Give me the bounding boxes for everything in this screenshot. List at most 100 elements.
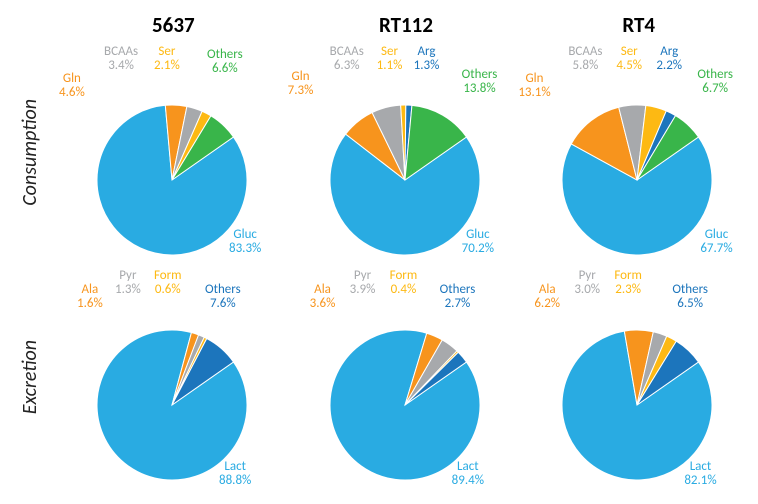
label-pct: 67.7% (700, 242, 732, 256)
label-name: Ser (616, 45, 642, 59)
label-pct: 7.3% (288, 84, 314, 98)
label-pct: 0.4% (390, 283, 418, 297)
label-ser: Ser4.5% (616, 45, 642, 72)
label-pyr: Pyr3.0% (574, 269, 600, 296)
label-lact: Lact82.1% (684, 460, 716, 487)
cell-1-2: Lact82.1% Ala6.2% Pyr3.0% Form2.3% Others6.5… (524, 265, 753, 490)
label-name: Gluc (700, 228, 732, 242)
label-name: BCAAs (568, 45, 602, 59)
label-pct: 0.6% (154, 283, 182, 297)
label-name: Gluc (462, 228, 494, 242)
label-name: Form (154, 269, 182, 283)
label-form: Form0.4% (390, 269, 418, 296)
cell-0-2: Gluc67.7%Gln13.1%BCAAs5.8%Ser4.5%Arg2.2%… (524, 40, 753, 265)
label-pct: 2.3% (614, 283, 642, 297)
label-name: Ala (77, 283, 103, 297)
col-header-1: RT112 (292, 12, 521, 38)
label-others: Others13.8% (462, 68, 498, 95)
label-pct: 6.7% (697, 82, 733, 96)
cell-1-0: Lact88.8%Ala1.6%Pyr1.3%Form0.6%Others7.6… (59, 265, 288, 490)
label-gln: Gln13.1% (518, 72, 550, 99)
cell-0-1: Gluc70.2%Gln7.3%BCAAs6.3%Ser1.1%Arg1.3%O… (292, 40, 521, 265)
label-name: Ala (310, 283, 336, 297)
label-pct: 13.1% (518, 86, 550, 100)
label-ala: Ala3.6% (310, 283, 336, 310)
label-pct: 83.3% (229, 242, 261, 256)
label-pct: 6.2% (534, 297, 560, 311)
label-gluc: Gluc83.3% (229, 228, 261, 255)
label-others: Others2.7% (440, 283, 476, 310)
label-pct: 89.4% (452, 474, 484, 488)
label-name: Form (390, 269, 418, 283)
label-others: Others6.5% (672, 283, 708, 310)
label-bcaas: BCAAs3.4% (104, 45, 138, 72)
label-pct: 82.1% (684, 474, 716, 488)
label-name: Lact (219, 460, 251, 474)
label-name: Gluc (229, 228, 261, 242)
label-pct: 7.6% (205, 297, 241, 311)
row-header-label: Consumption (18, 99, 42, 206)
label-name: Gln (518, 72, 550, 86)
label-pct: 2.7% (440, 297, 476, 311)
label-pct: 5.8% (568, 59, 602, 73)
label-name: Gln (288, 70, 314, 84)
label-name: Gln (59, 72, 85, 86)
corner (5, 10, 55, 40)
label-form: Form2.3% (614, 269, 642, 296)
label-arg: Arg2.2% (656, 45, 682, 72)
label-pct: 88.8% (219, 474, 251, 488)
label-gluc: Gluc67.7% (700, 228, 732, 255)
label-name: Others (462, 68, 498, 82)
label-form: Form0.6% (154, 269, 182, 296)
label-pyr: Pyr3.9% (350, 269, 376, 296)
row-header-0: Consumption (5, 40, 55, 265)
label-pct: 1.3% (115, 283, 141, 297)
label-name: BCAAs (104, 45, 138, 59)
label-pct: 3.9% (350, 283, 376, 297)
label-name: Ser (154, 45, 180, 59)
label-gluc: Gluc70.2% (462, 228, 494, 255)
label-pct: 1.1% (377, 59, 403, 73)
label-pct: 3.0% (574, 283, 600, 297)
label-name: Others (207, 48, 243, 62)
label-name: Form (614, 269, 642, 283)
row-header-1: Excretion (5, 265, 55, 490)
label-others: Others6.7% (697, 68, 733, 95)
label-pct: 2.1% (154, 59, 180, 73)
label-pct: 70.2% (462, 242, 494, 256)
col-header-2: RT4 (524, 12, 753, 38)
label-ser: Ser2.1% (154, 45, 180, 72)
label-lact: Lact88.8% (219, 460, 251, 487)
label-gln: Gln7.3% (288, 70, 314, 97)
label-name: Ser (377, 45, 403, 59)
label-gln: Gln4.6% (59, 72, 85, 99)
label-pct: 1.6% (77, 297, 103, 311)
label-pct: 6.5% (672, 297, 708, 311)
label-ala: Ala6.2% (534, 283, 560, 310)
label-name: Lact (684, 460, 716, 474)
label-name: Lact (452, 460, 484, 474)
col-header-0: 5637 (59, 12, 288, 38)
chart-grid: 5637RT112RT4ConsumptionGluc83.3%Gln4.6%B… (5, 10, 753, 490)
label-pct: 13.8% (462, 82, 498, 96)
label-name: Pyr (115, 269, 141, 283)
label-pct: 1.3% (414, 59, 440, 73)
label-ser: Ser1.1% (377, 45, 403, 72)
row-header-label: Excretion (18, 340, 42, 414)
label-pct: 3.6% (310, 297, 336, 311)
label-ala: Ala1.6% (77, 283, 103, 310)
label-name: Others (440, 283, 476, 297)
label-pct: 6.3% (330, 59, 364, 73)
label-name: Arg (414, 45, 440, 59)
label-name: Arg (656, 45, 682, 59)
label-name: Pyr (350, 269, 376, 283)
label-name: Others (672, 283, 708, 297)
label-pct: 6.6% (207, 62, 243, 76)
label-pct: 4.6% (59, 86, 85, 100)
label-pct: 3.4% (104, 59, 138, 73)
label-pyr: Pyr1.3% (115, 269, 141, 296)
label-lact: Lact89.4% (452, 460, 484, 487)
label-pct: 4.5% (616, 59, 642, 73)
cell-0-0: Gluc83.3% Gln4.6% BCAAs3.4% Ser2.1% Others6.… (59, 40, 288, 265)
label-arg: Arg1.3% (414, 45, 440, 72)
